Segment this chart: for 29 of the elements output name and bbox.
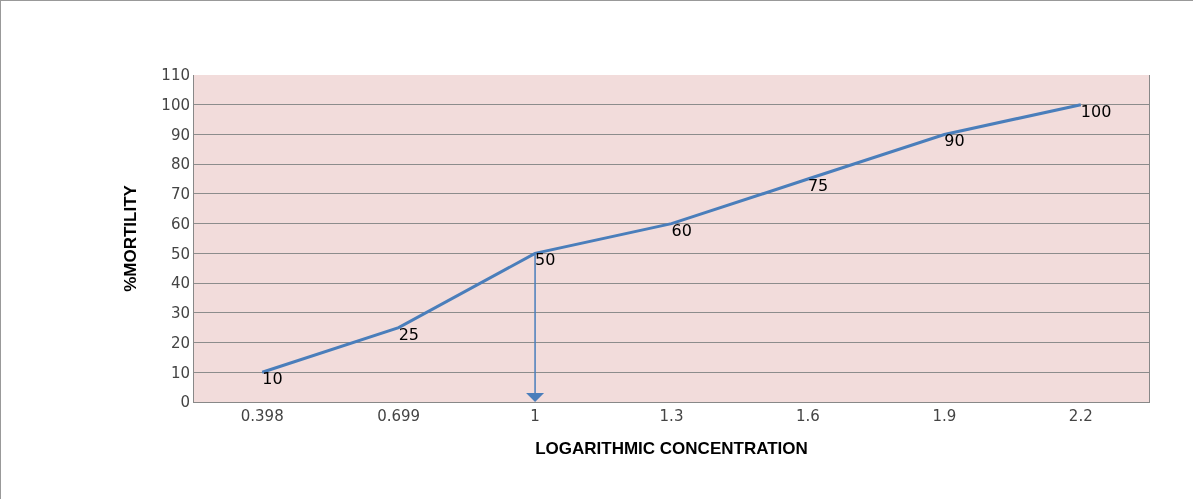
data-label: 50 — [535, 250, 556, 270]
y-tick-label: 0 — [180, 393, 190, 412]
y-tick-label: 10 — [170, 363, 190, 382]
data-label: 25 — [398, 324, 419, 344]
y-tick-label: 100 — [161, 95, 190, 114]
x-tick-label: 1.6 — [796, 407, 820, 425]
y-tick-label: 90 — [170, 125, 190, 144]
x-axis-title: LOGARITHMIC CONCENTRATION — [535, 439, 808, 459]
data-label: 90 — [944, 131, 965, 151]
y-tick-label: 60 — [170, 214, 190, 233]
data-label: 60 — [671, 220, 692, 240]
line-series — [260, 103, 1083, 374]
x-tick-label: 1 — [530, 407, 540, 425]
x-tick-label: 0.398 — [240, 407, 284, 425]
y-tick-label: 40 — [170, 274, 190, 293]
data-label: 10 — [262, 369, 283, 389]
y-tick-label: 20 — [170, 333, 190, 352]
y-tick-label: 30 — [170, 304, 190, 323]
y-tick-label: 80 — [170, 155, 190, 174]
x-tick-label: 1.3 — [659, 407, 684, 425]
x-tick-label: 2.2 — [1068, 407, 1093, 425]
y-tick-label: 110 — [161, 66, 190, 85]
data-label: 100 — [1080, 101, 1112, 121]
y-axis-title: %MORTILITY — [120, 184, 140, 292]
data-label: 75 — [807, 176, 829, 196]
x-tick-label: 0.699 — [377, 407, 421, 425]
y-tick-label: 50 — [170, 244, 190, 263]
x-tick-label: 1.9 — [932, 407, 957, 425]
y-tick-label: 70 — [170, 185, 190, 204]
